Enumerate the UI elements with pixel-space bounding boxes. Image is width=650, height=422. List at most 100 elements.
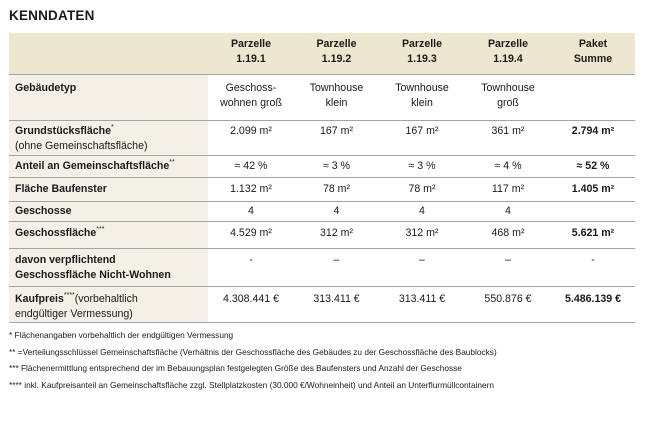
cell-1-19-4: 4 [465,200,551,221]
header-line1: Parzelle [487,38,529,50]
table-row-gebaeudetyp: Gebäudetyp Geschoss-wohnen groß Townhous… [9,73,635,120]
footnote-marker: *** [96,225,105,233]
cell-text: klein [325,96,348,109]
cell-1-19-3: 313.411 € [379,285,465,323]
footnote: * Flächenangaben vorbehaltlich der endgü… [9,330,234,340]
cell-1-19-2: 313.411 € [294,285,379,323]
footnote-marker: **** [63,291,75,299]
cell-summe: 5.486.139 € [551,285,635,323]
cell-1-19-1: 1.132 m² [208,176,294,201]
row-label: Fläche Baufenster [9,176,208,201]
header-paket-summe: Paket Summe [551,33,635,74]
footnote: **** inkl. Kaufpreisanteil an Gemeinscha… [9,379,495,390]
row-label: Grundstücksfläche* (ohne Gemeinschaftsflä… [9,119,208,155]
cell-summe [551,73,635,120]
cell-1-19-1: 4 [208,200,294,221]
table-row-anteil-gemeinschaftsflaeche: Anteil an Gemeinschaftsfläche** ≈ 42 % ≈… [9,154,635,177]
row-label-subtext: (vorbehaltlich [74,292,138,305]
header-line1: Paket [578,38,608,50]
footnote: *** Flächenermittlung entsprechend der i… [9,363,462,374]
cell-1-19-3: Townhouse klein [379,73,465,120]
row-label: Kaufpreis****(vorbehaltlich endgültiger V… [9,285,208,323]
cell-1-19-2: Townhouse klein [294,73,379,120]
key-data-table: Parzelle 1.19.1 Parzelle 1.19.2 Parzelle 1.… [9,33,635,323]
cell-1-19-1: ≈ 42 % [208,154,294,177]
header-line1: Parzelle [316,38,357,50]
cell-1-19-3: 4 [379,200,465,221]
cell-1-19-1: 4.308.441 € [208,285,294,323]
cell-1-19-4: ≈ 4 % [465,154,551,177]
footnotes: * Flächenangaben vorbehaltlich der endgü… [9,327,639,393]
cell-text: groß [497,96,519,109]
header-line2: 1.19.4 [493,53,523,65]
cell-1-19-2: 78 m² [294,176,379,201]
header-line1: Parzelle [230,38,272,50]
cell-text: Townhouse [395,81,449,94]
cell-summe: 1.405 m² [551,176,635,201]
row-label: Geschosse [9,200,208,221]
row-label-text: Geschossfläche [15,226,97,239]
cell-1-19-3: ≈ 3 % [379,154,465,177]
footnote-marker: ** [169,158,175,166]
cell-summe: ≈ 52 % [551,154,635,177]
cell-1-19-1: - [208,247,294,286]
cell-text: Townhouse [309,81,364,94]
cell-summe [551,200,635,221]
table-row-geschossflaeche-nicht-wohnen: davon verpflichtend Geschossfläche Nicht-… [9,247,635,286]
row-label-subtext: endgültiger Vermessung) [15,307,133,320]
page-title: KENNDATEN [9,8,95,23]
cell-1-19-1: 4.529 m² [208,220,294,248]
cell-summe: - [551,247,635,286]
cell-1-19-2: ≈ 3 % [294,154,379,177]
cell-1-19-2: 312 m² [294,220,379,248]
cell-1-19-4: 468 m² [465,220,551,248]
cell-summe: 5.621 m² [551,220,635,248]
footnote: ** =Verteilungsschlüssel Gemeinschaftsfl… [9,346,497,357]
table-row-geschossflaeche: Geschossfläche*** 4.529 m² 312 m² 312 m²… [9,220,635,248]
cell-1-19-4: – [465,247,551,286]
row-label: Geschossfläche*** [9,220,208,248]
footnote-marker: * [110,123,114,131]
cell-1-19-4: 550.876 € [465,285,551,323]
row-label-subtext: (ohne Gemeinschaftsfläche) [15,139,148,152]
cell-1-19-4: 361 m² [465,119,551,155]
table-header-row: Parzelle 1.19.1 Parzelle 1.19.2 Parzelle 1.… [9,33,635,74]
cell-1-19-3: 78 m² [379,176,465,201]
cell-1-19-3: 312 m² [379,220,465,248]
cell-text: Geschoss- [225,81,277,94]
cell-1-19-1: 2.099 m² [208,119,294,155]
table-row-kaufpreis: Kaufpreis****(vorbehaltlich endgültiger V… [9,285,635,323]
table-row-geschosse: Geschosse 4 4 4 4 [9,200,635,221]
row-label-text: davon verpflichtend [15,253,116,266]
header-line2: 1.19.2 [321,53,352,65]
row-label-text: Geschossfläche Nicht-Wohnen [15,268,171,281]
header-line2: 1.19.3 [407,53,437,65]
cell-1-19-1: Geschoss-wohnen groß [208,73,294,120]
header-line2: Summe [573,53,613,65]
row-label-text: Kaufpreis [15,292,64,305]
table-row-flaeche-baufenster: Fläche Baufenster 1.132 m² 78 m² 78 m² 1… [9,176,635,201]
cell-text: wohnen groß [220,96,282,109]
header-parzelle-1-19-4: Parzelle 1.19.4 [465,33,551,74]
cell-1-19-4: Townhouse groß [465,73,551,120]
row-label-text: Grundstücksfläche [15,124,111,137]
cell-text: Townhouse [481,81,535,94]
row-label-text: Anteil an Gemeinschaftsfläche [15,159,170,172]
cell-1-19-3: – [379,247,465,286]
header-parzelle-1-19-3: Parzelle 1.19.3 [379,33,465,74]
cell-1-19-4: 117 m² [465,176,551,201]
cell-summe: 2.794 m² [551,119,635,155]
header-parzelle-1-19-1: Parzelle 1.19.1 [208,33,294,74]
header-empty-cell [9,33,208,74]
cell-1-19-2: – [294,247,379,286]
header-parzelle-1-19-2: Parzelle 1.19.2 [294,33,379,74]
header-line2: 1.19.1 [236,53,266,65]
header-line1: Parzelle [401,38,443,50]
row-label: Anteil an Gemeinschaftsfläche** [9,154,208,177]
cell-1-19-3: 167 m² [379,119,465,155]
row-label: davon verpflichtend Geschossfläche Nicht-… [9,247,208,286]
row-label-text: Gebäudetyp [15,81,77,94]
cell-1-19-2: 167 m² [294,119,379,155]
cell-text: klein [411,96,433,109]
row-label: Gebäudetyp [9,73,208,120]
